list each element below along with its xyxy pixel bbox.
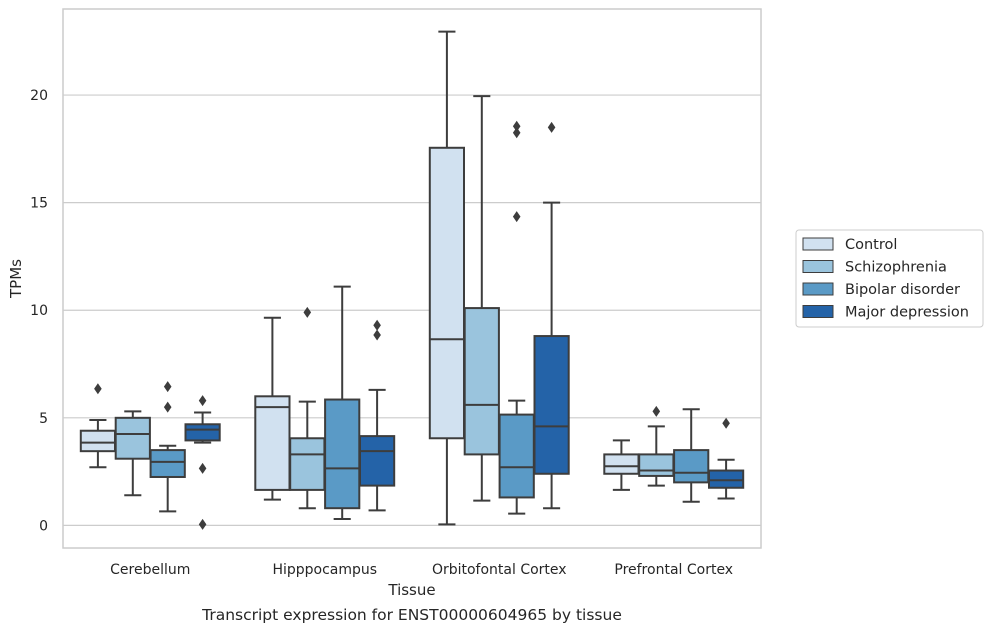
iqr-box [428,146,466,440]
iqr-box [673,449,710,484]
y-gridlines [63,94,761,527]
iqr-box [707,469,745,489]
iqr-box [463,307,500,456]
x-axis-title: Tissue [387,581,435,599]
iqr-box [358,435,396,487]
outlier-point [198,462,207,474]
box-major-depression [533,121,570,510]
legend-entry: Bipolar disorder [802,282,960,298]
legend-frame [795,229,984,328]
outlier-point [198,518,207,530]
legend-label: Schizophrenia [845,260,947,276]
legend-swatch [802,260,834,273]
y-tick-label: 0 [39,518,48,534]
outlier-point [512,127,521,139]
iqr-box [184,423,221,442]
x-tick-labels: Cerebellum Hipppocampus Orbitofontal Corte… [110,562,733,578]
legend-label: Bipolar disorder [845,282,960,298]
legend-entry: Schizophrenia [802,260,947,276]
outlier-point [722,417,730,429]
box-major-depression [707,417,745,500]
box-schizophrenia [463,95,500,502]
outlier-point [547,121,556,133]
legend: Control Schizophrenia Bipolar disorder Majo… [795,229,984,328]
iqr-box [79,429,117,453]
legend-swatch [802,305,834,318]
outlier-point [94,383,102,395]
iqr-box [638,453,675,477]
iqr-box [603,453,640,475]
box-control [254,316,291,501]
x-tick-label: Prefrontal Cortex [614,562,733,578]
iqr-box [324,398,361,510]
iqr-box [498,413,535,499]
box-control [603,439,640,491]
legend-entry: Control [802,237,897,253]
box-bipolar-disorder [498,120,535,515]
box-bipolar-disorder [149,381,186,513]
outlier-point [198,395,207,407]
plot-area-frame [62,8,762,549]
y-tick-label: 15 [30,196,48,212]
legend-entry: Major depression [802,305,969,321]
legend-swatch [802,282,834,296]
box-schizophrenia [114,410,151,497]
box-control [79,383,117,469]
legend-label: Control [845,237,897,253]
outlier-point [303,306,312,318]
iqr-box [149,449,186,478]
iqr-box [254,395,291,491]
plot-boxes [79,30,745,530]
y-tick-label: 20 [30,88,48,104]
legend-label: Major depression [845,305,969,321]
box-major-depression [184,395,221,530]
outlier-point [652,405,661,417]
box-control [428,30,466,526]
figure-caption: Transcript expression for ENST0000060496… [202,606,622,624]
box-major-depression [358,319,396,512]
y-axis-title: TPMs [7,259,25,299]
y-tick-labels: 0 5 10 15 20 [30,88,48,534]
x-tick-label: Orbitofontal Cortex [432,562,567,578]
outlier-point [373,319,381,331]
x-tick-label: Cerebellum [110,562,190,578]
legend-swatch [802,237,834,251]
legend-items: Control Schizophrenia Bipolar disorder Majo… [802,237,969,321]
outlier-point [512,211,521,223]
iqr-box [533,335,570,475]
outlier-point [373,329,381,341]
box-bipolar-disorder [673,408,710,503]
outlier-point [163,381,172,393]
outlier-point [512,120,521,132]
y-tick-label: 5 [39,411,48,427]
box-bipolar-disorder [324,285,361,520]
x-tick-label: Hipppocampus [272,562,377,578]
y-tick-label: 10 [30,303,48,319]
iqr-box [289,437,326,491]
box-schizophrenia [289,306,326,510]
iqr-box [114,416,151,460]
outlier-point [163,401,172,413]
